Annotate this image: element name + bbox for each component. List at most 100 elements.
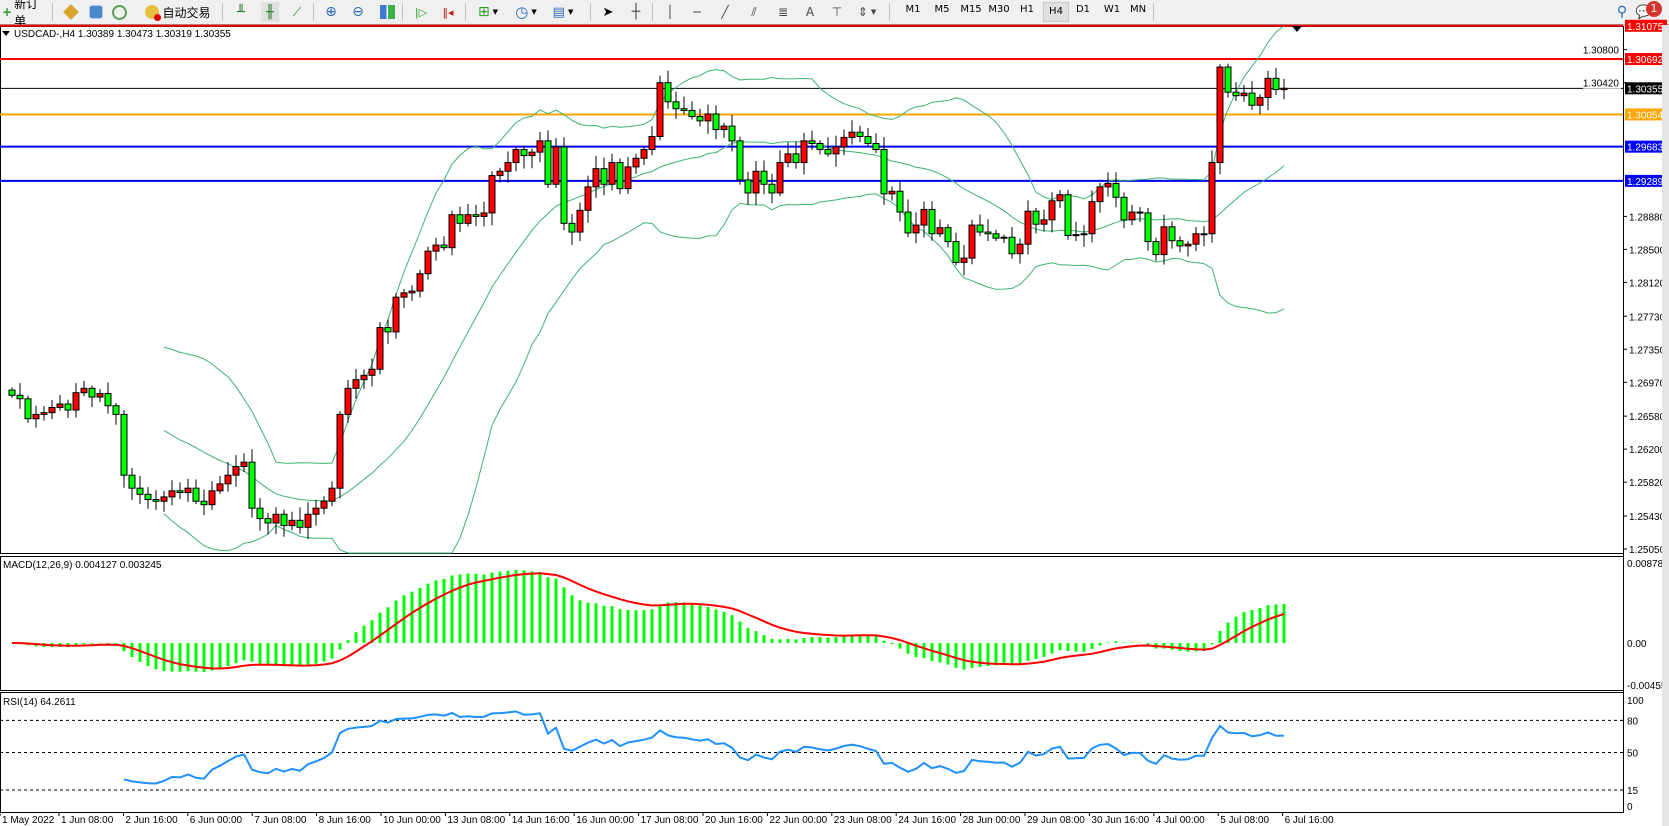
- chart-header: USDCAD-,H4 1.30389 1.30473 1.30319 1.303…: [14, 29, 231, 40]
- text-label-button[interactable]: ⊤: [830, 2, 844, 22]
- candlestick-button[interactable]: ╫: [261, 2, 279, 22]
- vertical-line-button[interactable]: │: [663, 2, 677, 22]
- bullish-candle: [1128, 211, 1136, 221]
- price-tick-label: 1.25430: [1629, 512, 1666, 523]
- bullish-candle: [1096, 186, 1104, 203]
- collapse-triangle-icon[interactable]: [2, 31, 10, 36]
- bearish-candle: [808, 140, 816, 144]
- bullish-candle: [328, 487, 336, 502]
- search-button[interactable]: ⚲: [1614, 2, 1630, 22]
- horizontal-line-button[interactable]: ─: [690, 2, 704, 22]
- timeframe-w1[interactable]: W1: [1103, 4, 1121, 15]
- cursor-button[interactable]: ➤: [600, 2, 616, 22]
- bullish-candle: [208, 490, 216, 506]
- bar-chart-button[interactable]: ╨: [232, 2, 250, 22]
- templates-button[interactable]: ▤ ▼: [552, 4, 574, 20]
- bullish-candle: [800, 140, 808, 164]
- arrows-button[interactable]: ⇕ ▼: [857, 5, 877, 19]
- bullish-candle: [640, 149, 648, 159]
- vertical-line-icon: │: [666, 5, 674, 19]
- bullish-candle: [448, 214, 456, 249]
- time-label: 6 Jul 16:00: [1285, 815, 1334, 826]
- indicators-button[interactable]: ⊞ ▼: [477, 4, 499, 20]
- bullish-candle: [576, 209, 584, 233]
- new-order-icon: +: [2, 5, 13, 19]
- timeframe-m5[interactable]: M5: [934, 4, 950, 15]
- timeframe-h1[interactable]: H1: [1020, 4, 1034, 15]
- zoom-in-button[interactable]: ⊕: [322, 2, 340, 22]
- price-tick-label: 1.30420: [1583, 79, 1620, 90]
- bearish-candle: [792, 153, 800, 164]
- bullish-candle: [504, 162, 512, 172]
- navigator-button[interactable]: [87, 2, 105, 22]
- bearish-candle: [256, 507, 264, 520]
- text-button[interactable]: A: [803, 2, 817, 22]
- timeframe-m30[interactable]: M30: [988, 4, 1010, 15]
- auto-scroll-button[interactable]: |▷: [412, 2, 430, 22]
- bearish-candle: [1008, 236, 1016, 255]
- bullish-candle: [368, 368, 376, 376]
- timeframe-m15[interactable]: M15: [960, 4, 982, 15]
- bullish-candle: [1048, 200, 1056, 221]
- macd-tick-label: 0.00: [1627, 639, 1647, 650]
- rsi-pane: [0, 710, 1623, 791]
- bullish-candle: [1088, 201, 1096, 235]
- price-tick-label: 1.26580: [1629, 412, 1666, 423]
- zoom-out-button[interactable]: ⊖: [349, 2, 367, 22]
- bullish-candle: [464, 214, 472, 224]
- auto-scroll-icon: |▷: [414, 5, 428, 19]
- bearish-candle: [472, 214, 480, 217]
- bullish-candle: [240, 461, 248, 468]
- time-label: 4 Jul 00:00: [1156, 815, 1205, 826]
- bullish-candle: [648, 136, 656, 151]
- bullish-candle: [1024, 210, 1032, 245]
- macd-label: MACD(12,26,9) 0.004127 0.003245: [3, 560, 162, 571]
- bullish-candle: [80, 387, 88, 394]
- price-tick-label-bg: [1583, 76, 1621, 89]
- price-level-label: 1.30692: [1627, 55, 1664, 66]
- fibonacci-button[interactable]: ≣: [775, 2, 791, 22]
- bearish-candle: [152, 499, 160, 502]
- time-label: 14 Jun 16:00: [512, 815, 570, 826]
- equidistant-channel-button[interactable]: ⫽: [746, 2, 762, 22]
- chart-shift-button[interactable]: ‖◂: [439, 2, 457, 22]
- auto-trade-label: 自动交易: [162, 5, 211, 20]
- bullish-candle: [1080, 233, 1088, 236]
- bearish-candle: [120, 413, 128, 476]
- bearish-candle: [928, 208, 936, 235]
- bullish-candle: [528, 151, 536, 157]
- time-label: 16 Jun 00:00: [576, 815, 634, 826]
- trendline-button[interactable]: ╱: [718, 2, 732, 22]
- rsi-tick-label: 15: [1627, 786, 1639, 797]
- bearish-candle: [872, 142, 880, 151]
- macd-signal-line: [11, 572, 1285, 670]
- rsi-label: RSI(14) 64.2611: [3, 697, 76, 708]
- bullish-candle: [1040, 219, 1048, 225]
- signals-button[interactable]: [110, 2, 128, 22]
- crosshair-button[interactable]: ┼: [628, 2, 644, 22]
- bearish-candle: [992, 233, 1000, 239]
- price-level-tag: [1625, 140, 1667, 153]
- bearish-candle: [944, 227, 952, 243]
- timeframe-m1[interactable]: M1: [905, 4, 921, 15]
- auto-trade-button[interactable]: 自动交易: [142, 2, 214, 22]
- tile-windows-button[interactable]: [378, 2, 396, 22]
- periods-button[interactable]: ◷ ▼: [515, 3, 537, 21]
- bullish-candle: [432, 244, 440, 252]
- timeframe-h4[interactable]: H4: [1043, 2, 1069, 22]
- bullish-candle: [72, 392, 80, 411]
- bearish-candle: [440, 244, 448, 249]
- new-order-button[interactable]: + 新订单: [2, 0, 48, 28]
- bullish-candle: [656, 82, 664, 138]
- bearish-candle: [864, 136, 872, 144]
- timeframe-d1[interactable]: D1: [1075, 4, 1091, 15]
- bearish-candle: [744, 179, 752, 194]
- bollinger-upper: [163, 25, 1285, 464]
- bearish-candle: [824, 149, 832, 155]
- bearish-candle: [976, 224, 984, 233]
- price-level-tag: [1625, 174, 1667, 187]
- line-chart-button[interactable]: ⟋: [288, 2, 306, 22]
- timeframe-mn[interactable]: MN: [1129, 4, 1147, 15]
- zoom-in-icon: ⊕: [325, 4, 337, 20]
